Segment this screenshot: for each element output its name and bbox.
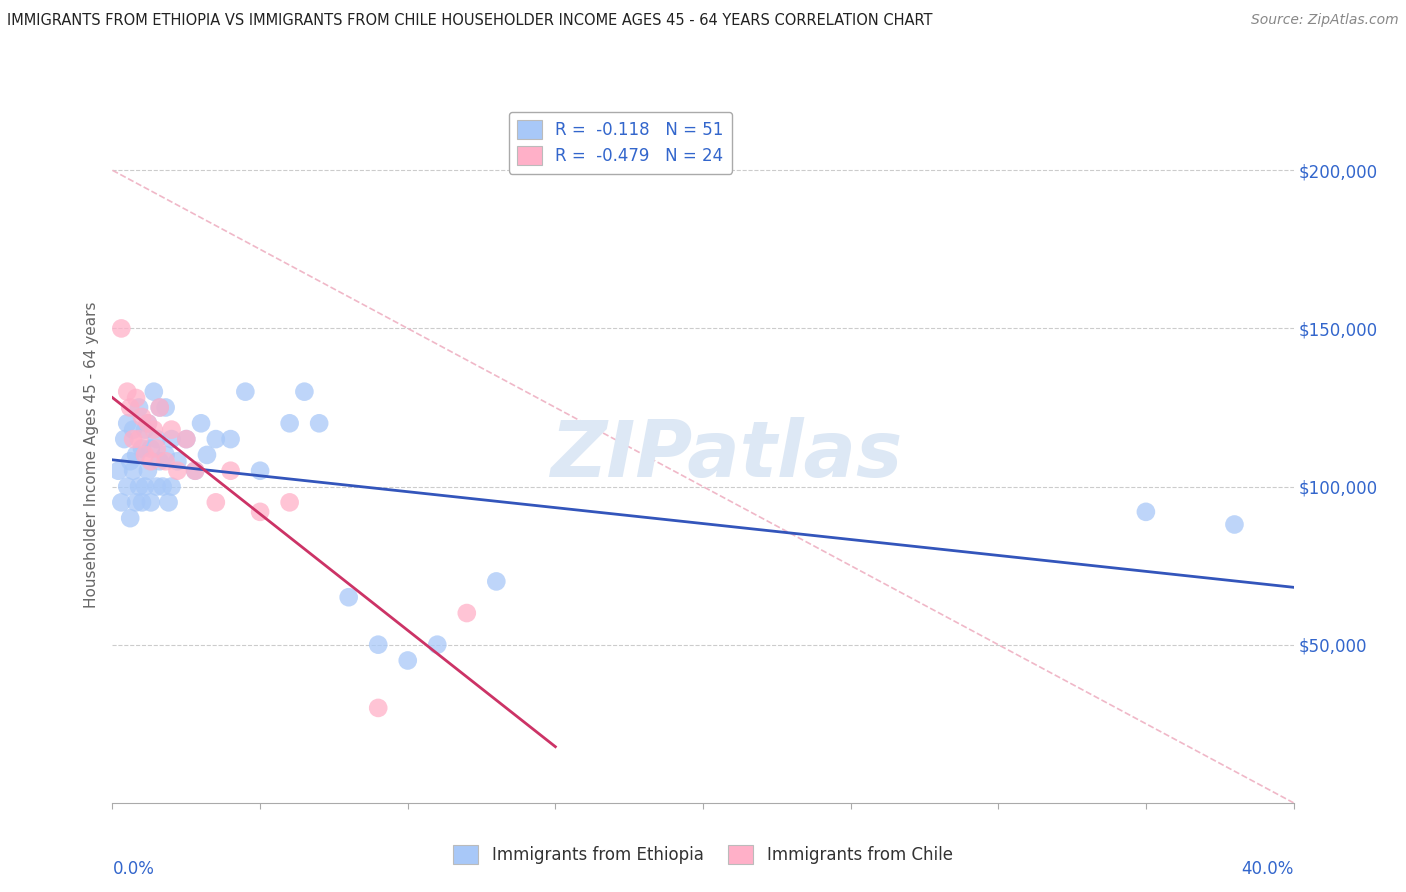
Point <box>249 505 271 519</box>
Point <box>139 442 162 456</box>
Point <box>110 495 132 509</box>
Point <box>149 401 172 415</box>
Point <box>426 638 449 652</box>
Text: Source: ZipAtlas.com: Source: ZipAtlas.com <box>1251 13 1399 28</box>
Point <box>117 417 138 431</box>
Point <box>292 384 315 399</box>
Point <box>120 511 142 525</box>
Text: 0.0%: 0.0% <box>112 860 155 878</box>
Point <box>1223 517 1246 532</box>
Point <box>219 432 242 446</box>
Point <box>131 409 153 424</box>
Point <box>184 464 207 478</box>
Point <box>249 464 271 478</box>
Point <box>122 464 145 478</box>
Point <box>136 417 159 431</box>
Point <box>131 442 153 456</box>
Point <box>122 432 145 446</box>
Point <box>205 495 228 509</box>
Y-axis label: Householder Income Ages 45 - 64 years: Householder Income Ages 45 - 64 years <box>83 301 98 608</box>
Point <box>195 448 218 462</box>
Point <box>233 384 256 399</box>
Point <box>155 448 177 462</box>
Point <box>128 479 150 493</box>
Point <box>117 384 138 399</box>
Point <box>136 464 159 478</box>
Point <box>134 423 156 437</box>
Point <box>219 464 242 478</box>
Point <box>120 401 142 415</box>
Point <box>160 432 183 446</box>
Point <box>155 401 177 415</box>
Point <box>142 423 165 437</box>
Point <box>155 454 177 468</box>
Point <box>122 423 145 437</box>
Point <box>146 432 169 446</box>
Point <box>160 423 183 437</box>
Point <box>125 448 148 462</box>
Point <box>166 454 188 468</box>
Point <box>146 442 169 456</box>
Point <box>337 591 360 605</box>
Point <box>139 495 162 509</box>
Point <box>367 701 389 715</box>
Point <box>190 417 212 431</box>
Point <box>485 574 508 589</box>
Point <box>112 432 135 446</box>
Text: 40.0%: 40.0% <box>1241 860 1294 878</box>
Point <box>134 479 156 493</box>
Legend: Immigrants from Ethiopia, Immigrants from Chile: Immigrants from Ethiopia, Immigrants fro… <box>447 838 959 871</box>
Point <box>139 454 162 468</box>
Point <box>152 479 174 493</box>
Point <box>110 321 132 335</box>
Point <box>157 495 180 509</box>
Text: IMMIGRANTS FROM ETHIOPIA VS IMMIGRANTS FROM CHILE HOUSEHOLDER INCOME AGES 45 - 6: IMMIGRANTS FROM ETHIOPIA VS IMMIGRANTS F… <box>7 13 932 29</box>
Point <box>131 495 153 509</box>
Text: ZIPatlas: ZIPatlas <box>551 417 903 493</box>
Point <box>396 653 419 667</box>
Point <box>125 391 148 405</box>
Point <box>205 432 228 446</box>
Point <box>149 454 172 468</box>
Point <box>308 417 330 431</box>
Point <box>134 448 156 462</box>
Point <box>128 432 150 446</box>
Point <box>174 432 197 446</box>
Point <box>1135 505 1157 519</box>
Point <box>456 606 478 620</box>
Point <box>142 384 165 399</box>
Point <box>174 432 197 446</box>
Point <box>128 401 150 415</box>
Point <box>278 495 301 509</box>
Point <box>136 417 159 431</box>
Point <box>278 417 301 431</box>
Point <box>160 479 183 493</box>
Point <box>149 401 172 415</box>
Point <box>146 479 169 493</box>
Point <box>120 454 142 468</box>
Point <box>117 479 138 493</box>
Point <box>166 464 188 478</box>
Point <box>184 464 207 478</box>
Point <box>125 495 148 509</box>
Point <box>107 464 129 478</box>
Point <box>367 638 389 652</box>
